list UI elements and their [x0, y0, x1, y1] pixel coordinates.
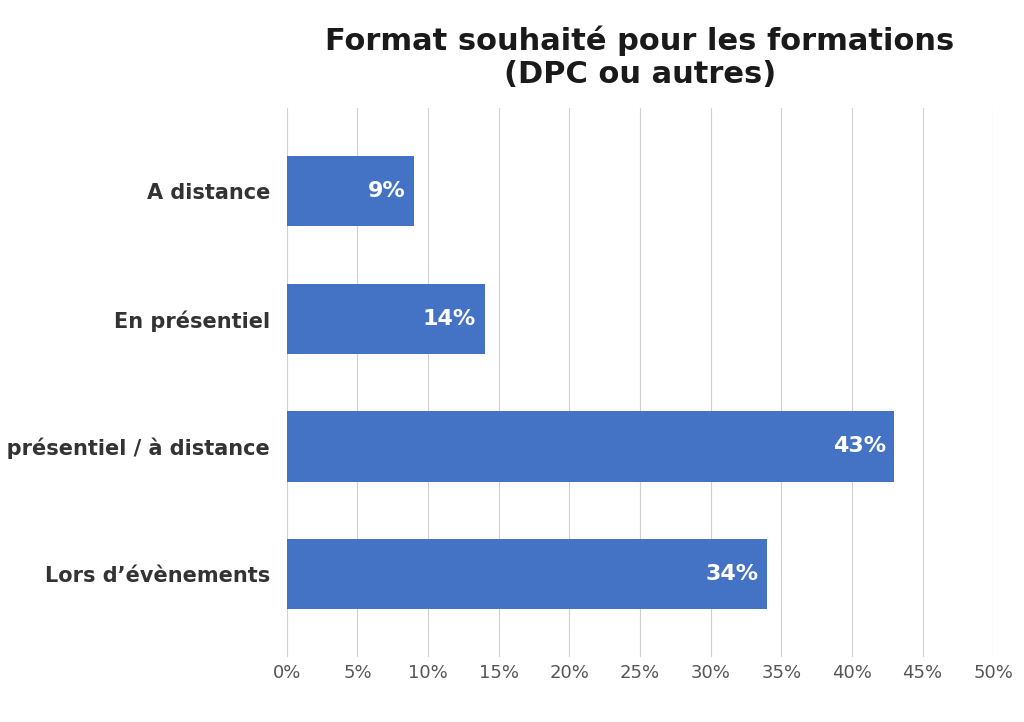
Title: Format souhaité pour les formations
(DPC ou autres): Format souhaité pour les formations (DPC…: [326, 25, 954, 90]
Text: 34%: 34%: [706, 564, 759, 584]
Text: 43%: 43%: [833, 437, 886, 456]
Bar: [287, 156, 414, 226]
Bar: [287, 412, 894, 482]
Text: 9%: 9%: [368, 181, 406, 201]
Text: 14%: 14%: [423, 309, 476, 329]
Bar: [287, 539, 767, 609]
Bar: [287, 284, 484, 354]
